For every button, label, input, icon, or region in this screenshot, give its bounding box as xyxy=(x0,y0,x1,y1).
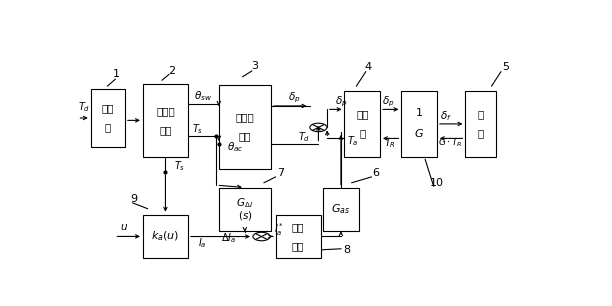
Text: 1: 1 xyxy=(113,69,121,80)
Bar xyxy=(219,85,271,169)
Text: 器: 器 xyxy=(359,128,365,138)
Text: 2: 2 xyxy=(168,66,175,76)
Text: 9: 9 xyxy=(130,194,137,204)
Text: 电机: 电机 xyxy=(292,241,305,251)
Text: 轮: 轮 xyxy=(478,128,484,138)
Text: $T_a$: $T_a$ xyxy=(347,135,359,148)
Bar xyxy=(143,84,188,157)
Bar xyxy=(323,188,359,231)
Text: $\theta_{sw}$: $\theta_{sw}$ xyxy=(195,89,212,103)
Text: 前: 前 xyxy=(478,110,484,119)
Text: $u$: $u$ xyxy=(120,222,128,232)
Text: 盘: 盘 xyxy=(105,122,111,132)
Text: 6: 6 xyxy=(372,168,379,178)
Text: 双行星: 双行星 xyxy=(236,112,254,122)
Text: $T_R$: $T_R$ xyxy=(384,136,397,150)
Text: $\theta_{ac}$: $\theta_{ac}$ xyxy=(227,140,244,154)
Bar xyxy=(401,91,437,157)
Text: 转矩传: 转矩传 xyxy=(156,106,175,116)
Text: $\delta_p$: $\delta_p$ xyxy=(382,95,395,109)
Text: $G_{\Delta I}$: $G_{\Delta I}$ xyxy=(236,196,253,210)
Text: $T_s$: $T_s$ xyxy=(192,122,203,136)
Bar xyxy=(466,91,496,157)
Text: $\delta_p$: $\delta_p$ xyxy=(335,95,348,109)
Text: $\delta_f$: $\delta_f$ xyxy=(439,110,452,123)
Text: 轮系: 轮系 xyxy=(239,131,251,141)
Text: $T_d$: $T_d$ xyxy=(78,100,90,114)
Bar xyxy=(91,88,125,147)
Text: $T_s$: $T_s$ xyxy=(174,159,185,173)
Text: 转向: 转向 xyxy=(356,110,368,119)
Bar xyxy=(219,188,271,231)
Text: $\Delta I_a$: $\Delta I_a$ xyxy=(221,231,236,245)
Text: 感器: 感器 xyxy=(159,125,172,135)
Text: $G$: $G$ xyxy=(414,127,424,139)
Text: 转向: 转向 xyxy=(102,104,114,114)
Text: $G \cdot T_R$: $G \cdot T_R$ xyxy=(438,137,463,149)
Text: $k_a(u)$: $k_a(u)$ xyxy=(151,230,179,243)
Text: $(s)$: $(s)$ xyxy=(237,209,252,222)
Text: 助力: 助力 xyxy=(292,222,305,232)
Bar xyxy=(143,215,188,258)
Text: $I_a^*$: $I_a^*$ xyxy=(274,222,285,238)
Text: 3: 3 xyxy=(251,61,258,71)
Text: 10: 10 xyxy=(430,178,444,188)
Text: 1: 1 xyxy=(416,108,423,118)
Text: 5: 5 xyxy=(502,62,509,72)
Bar xyxy=(345,91,380,157)
Text: 7: 7 xyxy=(277,168,284,178)
Text: $\delta_p$: $\delta_p$ xyxy=(288,91,301,105)
Text: $I_a$: $I_a$ xyxy=(198,237,206,251)
Text: 8: 8 xyxy=(343,245,351,255)
Text: $G_{as}$: $G_{as}$ xyxy=(331,202,351,216)
Bar xyxy=(276,215,321,258)
Text: 4: 4 xyxy=(365,62,371,72)
Text: $T_d$: $T_d$ xyxy=(298,130,310,144)
